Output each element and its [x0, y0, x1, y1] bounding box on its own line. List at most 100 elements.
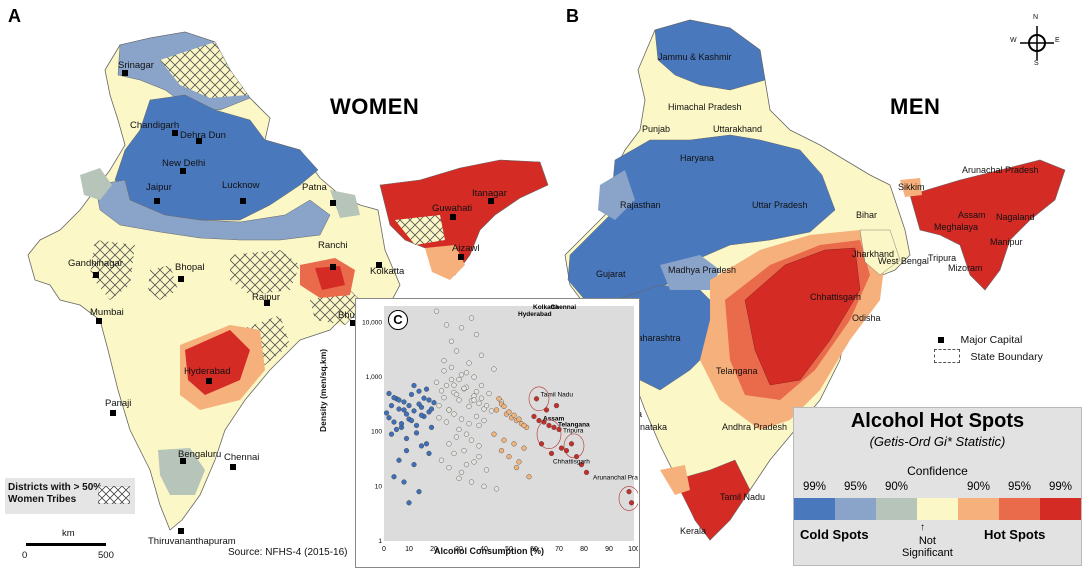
capital-marker-icon [178, 528, 184, 534]
color-swatch [794, 498, 835, 520]
x-tick-label: 30 [455, 546, 463, 553]
highlight-ellipse [618, 486, 638, 511]
capital-marker-icon [154, 198, 160, 204]
scatter-point-neutral [441, 368, 447, 374]
women-grey-patch-2 [330, 190, 360, 218]
scatter-point-cold [408, 417, 415, 424]
state-label: Himachal Pradesh [668, 102, 742, 112]
scatter-point-neutral [476, 443, 482, 449]
scatter-point-neutral [488, 408, 495, 414]
tribe-hatch-3 [230, 250, 300, 295]
confidence-level-label: 99% [1048, 481, 1073, 493]
color-swatch [917, 498, 958, 520]
scatter-point-neutral [483, 467, 490, 473]
compass-e: E [1055, 37, 1060, 44]
scatter-point-neutral [478, 382, 485, 389]
scatter-point-neutral [448, 376, 455, 383]
scatter-point-cold [391, 474, 397, 480]
scatter-point-neutral [438, 457, 445, 463]
scatter-point-neutral [446, 465, 452, 471]
state-label: Meghalaya [934, 222, 979, 232]
scatter-point-cold [401, 407, 407, 413]
source-note: Source: NFHS-4 (2015-16) [228, 547, 348, 558]
capital-marker-icon [330, 200, 336, 206]
confidence-level-label: 99% [802, 481, 827, 493]
scatter-point-neutral [443, 419, 450, 425]
plot-area [384, 306, 634, 541]
boundary-swatch-icon [934, 348, 960, 363]
color-swatch [958, 498, 999, 520]
compass-w: W [1010, 37, 1017, 44]
scatter-point-cold [396, 397, 402, 403]
capital-marker-icon [96, 318, 102, 324]
scatter-point-cold [426, 397, 432, 403]
y-tick-label: 1 [378, 538, 382, 545]
scatter-point-neutral [473, 331, 480, 338]
capital-marker-icon [93, 272, 99, 278]
scatter-point-cold [386, 390, 392, 397]
scatter-point-hot [626, 489, 632, 495]
scatter-point-cold [391, 395, 397, 401]
scatter-point-neutral [451, 450, 457, 457]
scatter-annotation: Arunanchal Pradesh [593, 475, 638, 482]
scatter-point-neutral [478, 395, 485, 401]
scatter-point-neutral [471, 374, 477, 380]
scatter-point-cold [388, 403, 395, 409]
compass-s: S [1034, 60, 1039, 67]
city-label: Bengaluru [178, 449, 222, 460]
scatter-point-neutral [458, 469, 465, 475]
scatter-point-cold [411, 382, 417, 389]
scatter-point-neutral [456, 475, 462, 481]
scatter-point-warm [511, 412, 517, 418]
scatter-point-neutral [436, 403, 442, 409]
scatter-point-neutral [438, 388, 445, 394]
scatter-point-warm [491, 431, 497, 437]
scatter-point-neutral [493, 486, 500, 492]
x-tick-label: 0 [382, 546, 386, 553]
scatter-point-cold [413, 430, 420, 436]
city-label: Panaji [105, 398, 132, 409]
scatter-point-hot [541, 419, 547, 425]
x-tick-label: 60 [530, 546, 538, 553]
scatter-point-cold [403, 411, 410, 417]
scatter-point-neutral [441, 395, 447, 401]
capital-marker-icon [488, 198, 494, 204]
scatter-point-neutral [436, 415, 442, 421]
state-label: Maharashtra [630, 333, 681, 343]
scatter-point-warm [506, 409, 512, 415]
scale-bar [26, 543, 106, 546]
crosshatch-swatch-icon [98, 486, 130, 504]
men-sikkim-light [900, 178, 922, 197]
capital-marker-icon [350, 320, 356, 326]
scatter-point-neutral [453, 391, 460, 398]
scatter-point-cold [423, 441, 430, 447]
scatter-point-neutral [461, 385, 467, 391]
city-label: Lucknow [222, 180, 260, 191]
scatter-point-cold [416, 388, 422, 394]
scatter-point-hot [533, 396, 540, 402]
scatter-point-neutral [453, 348, 460, 354]
capital-marker-icon [450, 214, 456, 220]
confidence-level-label: 95% [1007, 481, 1032, 493]
scatter-point-neutral [451, 411, 457, 417]
scatter-point-neutral [443, 322, 450, 328]
city-label: Chandigarh [130, 120, 180, 131]
compass-icon [1020, 26, 1054, 60]
scatter-annotation: Hyderabad [518, 311, 552, 318]
scatter-point-neutral [446, 407, 452, 413]
capital-marker-icon [330, 264, 336, 270]
men-tn-light [660, 465, 690, 495]
men-map [564, 19, 1066, 541]
state-label: Assam [958, 210, 986, 220]
scatter-point-neutral [453, 434, 460, 440]
scatter-point-warm [516, 416, 522, 422]
women-north-strong-cold [114, 94, 319, 221]
scatter-point-cold [406, 500, 412, 506]
scatter-point-warm [526, 474, 532, 480]
city-label: New Delhi [162, 158, 206, 169]
highlight-ellipse [563, 433, 585, 459]
x-tick-label: 80 [580, 546, 588, 553]
scatter-point-hot [543, 407, 550, 413]
x-tick-label: 50 [505, 546, 513, 553]
state-label: Bihar [856, 210, 878, 220]
